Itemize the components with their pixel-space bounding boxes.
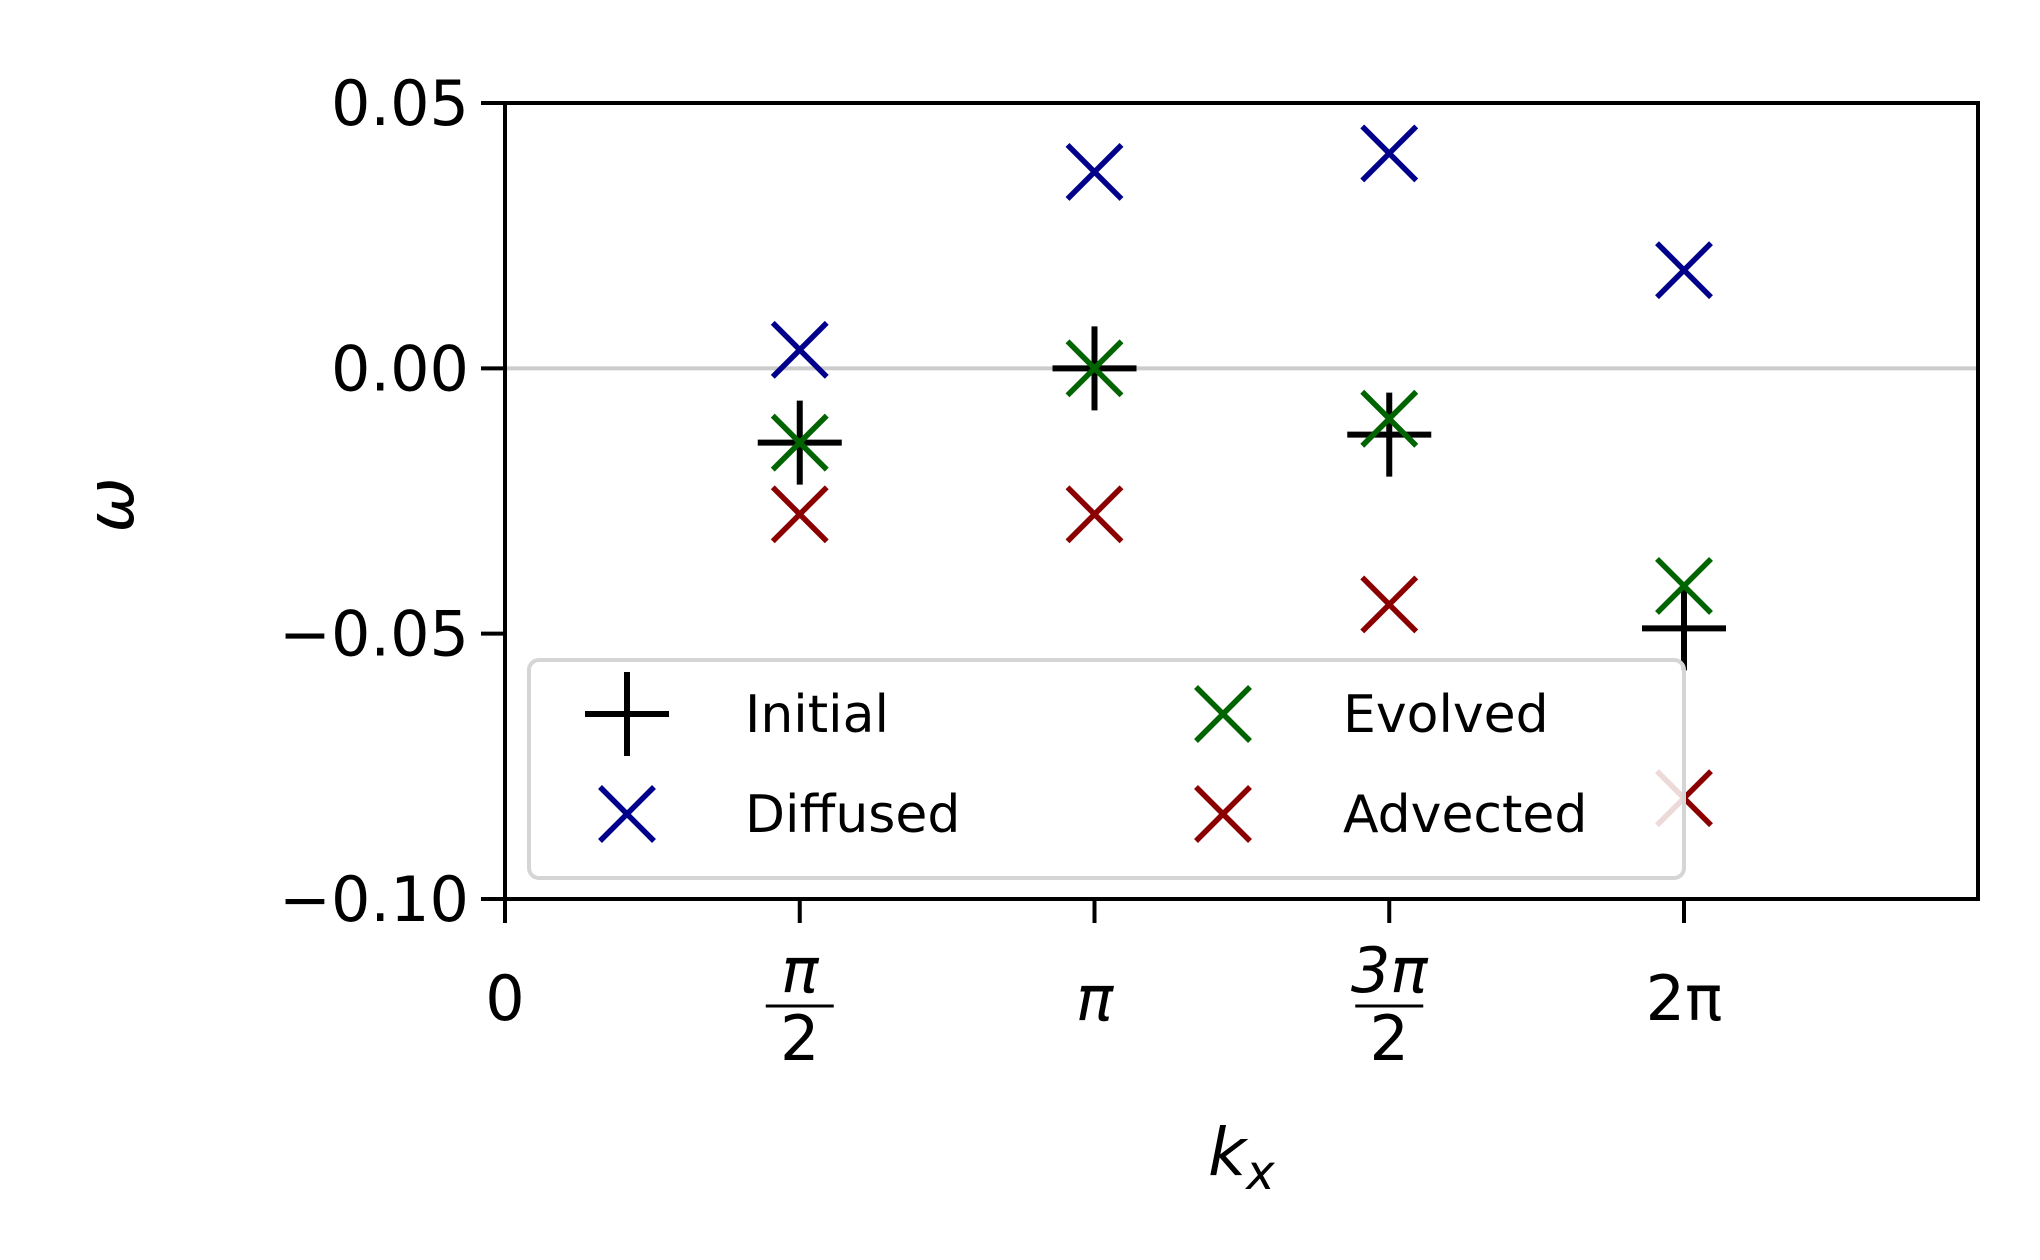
x-tick-label-1: π2 — [765, 934, 834, 1075]
point-evolved-1 — [1065, 339, 1124, 398]
point-initial-3 — [1642, 586, 1727, 671]
y-tick-label-2: −0.05 — [279, 598, 469, 671]
legend-item-advected: Advected — [1194, 785, 1587, 845]
point-advected-0 — [770, 485, 829, 544]
series-evolved — [770, 339, 1713, 615]
x-tick-label-numerator: 3π — [1351, 934, 1429, 1007]
plot-frame — [503, 101, 1980, 901]
point-evolved-3 — [1655, 556, 1713, 615]
point-initial-2 — [1347, 392, 1432, 477]
y-axis-title: ω — [72, 477, 149, 532]
x-axis-title-subscript: x — [1244, 1145, 1275, 1201]
x-tick-label-denominator: 2 — [1370, 1002, 1409, 1075]
point-evolved-0 — [770, 413, 829, 472]
legend-label-diffused: Diffused — [745, 785, 960, 845]
series-diffused — [770, 124, 1713, 379]
legend-item-evolved: Evolved — [1194, 685, 1549, 745]
x-axis-title: kx — [1208, 1114, 1275, 1201]
point-diffused-2 — [1360, 124, 1419, 183]
y-tick-label-3: −0.10 — [279, 863, 469, 936]
legend-item-diffused: Diffused — [598, 785, 960, 845]
x-axis-title-main: k — [1208, 1114, 1249, 1191]
legend-label-evolved: Evolved — [1343, 685, 1549, 745]
y-tick-label-1: 0.00 — [331, 332, 469, 405]
x-tick-label-0: 0 — [485, 962, 524, 1035]
legend-label-advected: Advected — [1343, 785, 1587, 845]
legend: Initial Diffused Evolved Advected — [527, 658, 1686, 880]
x-tick-label-denominator: 2 — [780, 1002, 819, 1075]
legend-marker-diffused — [598, 785, 656, 843]
legend-marker-initial — [585, 672, 669, 756]
series-initial — [757, 326, 1727, 671]
legend-marker-advected — [1194, 785, 1252, 843]
point-advected-1 — [1065, 485, 1124, 544]
point-advected-2 — [1360, 575, 1419, 634]
legend-item-initial: Initial — [585, 672, 889, 756]
y-tick-label-0: 0.05 — [331, 67, 469, 140]
x-tick-label-2: π — [1076, 962, 1115, 1035]
x-tick-label-numerator: π — [781, 934, 820, 1007]
point-diffused-3 — [1655, 241, 1713, 300]
legend-box — [527, 658, 1686, 880]
x-tick-label-3: 3π2 — [1351, 934, 1429, 1075]
x-tick-label-4: 2π — [1646, 962, 1723, 1035]
point-diffused-0 — [770, 320, 829, 379]
legend-marker-evolved — [1194, 685, 1252, 743]
point-diffused-1 — [1065, 143, 1124, 201]
point-evolved-2 — [1360, 389, 1419, 448]
legend-label-initial: Initial — [745, 685, 889, 745]
